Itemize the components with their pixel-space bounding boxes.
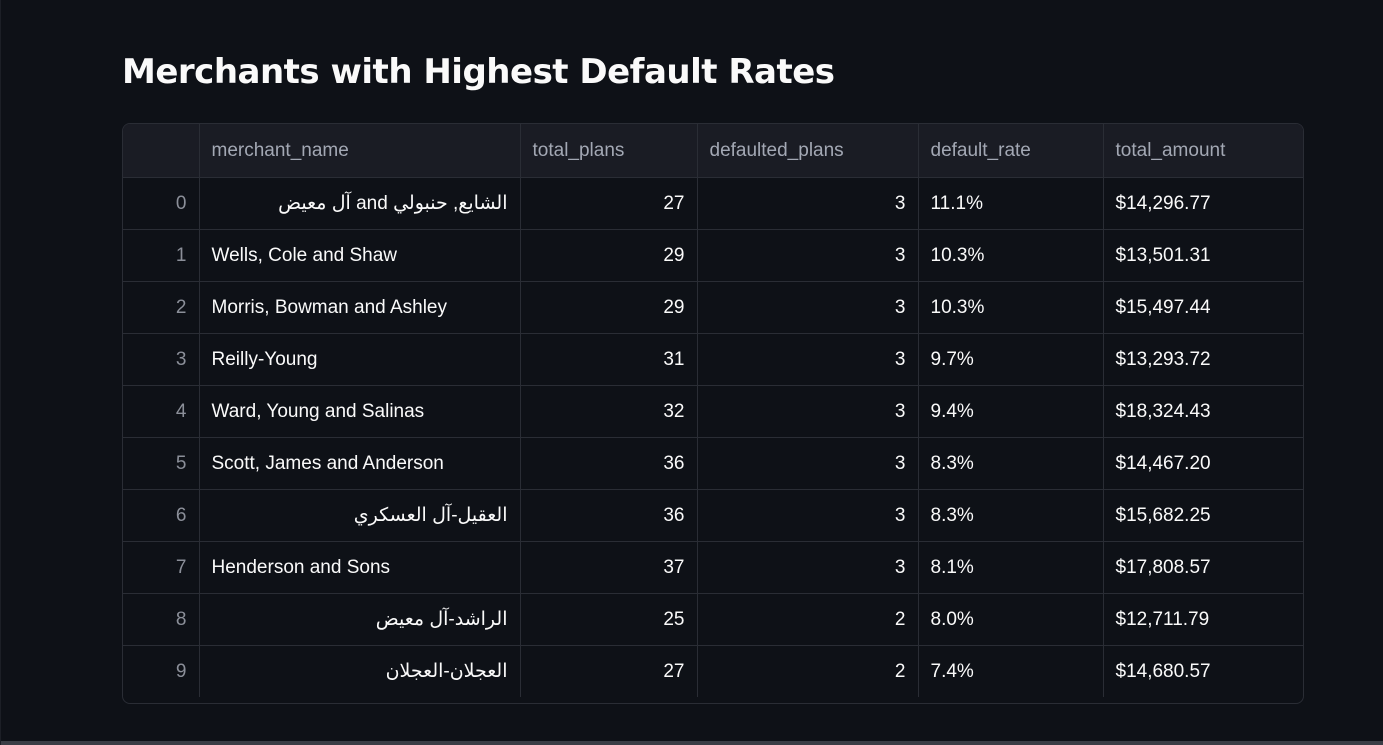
row-index-cell[interactable]: 3 (123, 333, 200, 386)
table-header-row: merchant_name total_plans defaulted_plan… (123, 124, 1303, 178)
total-plans-cell[interactable]: 29 (520, 281, 698, 334)
merchant-name-cell[interactable]: الشايع, حنبولي and آل معيض (199, 177, 521, 230)
default-rate-cell[interactable]: 10.3% (918, 229, 1104, 282)
default-rate-cell[interactable]: 9.4% (918, 385, 1104, 438)
total-amount-cell[interactable]: $18,324.43 (1103, 385, 1303, 438)
row-index-cell[interactable]: 6 (123, 489, 200, 542)
total-plans-cell[interactable]: 29 (520, 229, 698, 282)
total-amount-cell[interactable]: $13,501.31 (1103, 229, 1303, 282)
row-index-cell[interactable]: 5 (123, 437, 200, 490)
page-title: Merchants with Highest Default Rates (122, 52, 835, 92)
column-header-defaulted-plans[interactable]: defaulted_plans (697, 124, 919, 178)
column-header-total-plans[interactable]: total_plans (520, 124, 698, 178)
default-rate-cell[interactable]: 8.1% (918, 541, 1104, 594)
total-plans-cell[interactable]: 31 (520, 333, 698, 386)
merchant-name-cell[interactable]: Wells, Cole and Shaw (199, 229, 521, 282)
table-body: 0 الشايع, حنبولي and آل معيض 27 3 11.1% $14,2… (123, 177, 1303, 697)
merchant-name-cell[interactable]: العقيل-آل العسكري (199, 489, 521, 542)
total-plans-cell[interactable]: 37 (520, 541, 698, 594)
table-row[interactable]: 2 Morris, Bowman and Ashley 29 3 10.3% $15,49… (123, 281, 1303, 334)
defaulted-plans-cell[interactable]: 3 (697, 177, 919, 230)
defaulted-plans-cell[interactable]: 3 (697, 333, 919, 386)
merchants-table: merchant_name total_plans defaulted_plan… (123, 124, 1303, 697)
total-amount-cell[interactable]: $14,296.77 (1103, 177, 1303, 230)
column-header-index[interactable] (123, 124, 200, 178)
merchant-name-cell[interactable]: Reilly-Young (199, 333, 521, 386)
defaulted-plans-cell[interactable]: 2 (697, 593, 919, 646)
default-rate-cell[interactable]: 7.4% (918, 645, 1104, 697)
table-row[interactable]: 8 الراشد-آل معيض 25 2 8.0% $12,711.79 (123, 593, 1303, 646)
total-plans-cell[interactable]: 25 (520, 593, 698, 646)
table-row[interactable]: 1 Wells, Cole and Shaw 29 3 10.3% $13,501.31 (123, 229, 1303, 282)
defaulted-plans-cell[interactable]: 3 (697, 437, 919, 490)
merchant-name-cell[interactable]: Ward, Young and Salinas (199, 385, 521, 438)
default-rate-cell[interactable]: 9.7% (918, 333, 1104, 386)
defaulted-plans-cell[interactable]: 3 (697, 489, 919, 542)
total-plans-cell[interactable]: 36 (520, 437, 698, 490)
total-amount-cell[interactable]: $14,467.20 (1103, 437, 1303, 490)
total-plans-cell[interactable]: 36 (520, 489, 698, 542)
merchant-name-cell[interactable]: Scott, James and Anderson (199, 437, 521, 490)
row-index-cell[interactable]: 4 (123, 385, 200, 438)
row-index-cell[interactable]: 9 (123, 645, 200, 697)
column-header-merchant-name[interactable]: merchant_name (199, 124, 521, 178)
default-rate-cell[interactable]: 8.0% (918, 593, 1104, 646)
default-rate-cell[interactable]: 11.1% (918, 177, 1104, 230)
row-index-cell[interactable]: 2 (123, 281, 200, 334)
total-plans-cell[interactable]: 27 (520, 645, 698, 697)
total-amount-cell[interactable]: $15,682.25 (1103, 489, 1303, 542)
bottom-divider (1, 741, 1383, 745)
table-row[interactable]: 4 Ward, Young and Salinas 32 3 9.4% $18,324.4… (123, 385, 1303, 438)
defaulted-plans-cell[interactable]: 2 (697, 645, 919, 697)
row-index-cell[interactable]: 8 (123, 593, 200, 646)
table-row[interactable]: 9 العجلان-العجلان 27 2 7.4% $14,680.57 (123, 645, 1303, 697)
total-amount-cell[interactable]: $14,680.57 (1103, 645, 1303, 697)
row-index-cell[interactable]: 1 (123, 229, 200, 282)
total-plans-cell[interactable]: 27 (520, 177, 698, 230)
total-amount-cell[interactable]: $13,293.72 (1103, 333, 1303, 386)
total-amount-cell[interactable]: $12,711.79 (1103, 593, 1303, 646)
defaulted-plans-cell[interactable]: 3 (697, 385, 919, 438)
column-header-default-rate[interactable]: default_rate (918, 124, 1104, 178)
default-rate-cell[interactable]: 8.3% (918, 489, 1104, 542)
defaulted-plans-cell[interactable]: 3 (697, 229, 919, 282)
table-row[interactable]: 3 Reilly-Young 31 3 9.7% $13,293.72 (123, 333, 1303, 386)
row-index-cell[interactable]: 0 (123, 177, 200, 230)
default-rate-cell[interactable]: 10.3% (918, 281, 1104, 334)
table-row[interactable]: 5 Scott, James and Anderson 36 3 8.3% $14,467… (123, 437, 1303, 490)
column-header-total-amount[interactable]: total_amount (1103, 124, 1303, 178)
default-rate-cell[interactable]: 8.3% (918, 437, 1104, 490)
defaulted-plans-cell[interactable]: 3 (697, 281, 919, 334)
table-row[interactable]: 7 Henderson and Sons 37 3 8.1% $17,808.57 (123, 541, 1303, 594)
total-amount-cell[interactable]: $17,808.57 (1103, 541, 1303, 594)
row-index-cell[interactable]: 7 (123, 541, 200, 594)
merchant-name-cell[interactable]: الراشد-آل معيض (199, 593, 521, 646)
dataframe-table[interactable]: merchant_name total_plans defaulted_plan… (122, 123, 1304, 704)
merchant-name-cell[interactable]: Morris, Bowman and Ashley (199, 281, 521, 334)
total-amount-cell[interactable]: $15,497.44 (1103, 281, 1303, 334)
total-plans-cell[interactable]: 32 (520, 385, 698, 438)
merchant-name-cell[interactable]: Henderson and Sons (199, 541, 521, 594)
table-row[interactable]: 0 الشايع, حنبولي and آل معيض 27 3 11.1% $14,2… (123, 177, 1303, 230)
table-row[interactable]: 6 العقيل-آل العسكري 36 3 8.3% $15,682.25 (123, 489, 1303, 542)
merchant-name-cell[interactable]: العجلان-العجلان (199, 645, 521, 697)
defaulted-plans-cell[interactable]: 3 (697, 541, 919, 594)
